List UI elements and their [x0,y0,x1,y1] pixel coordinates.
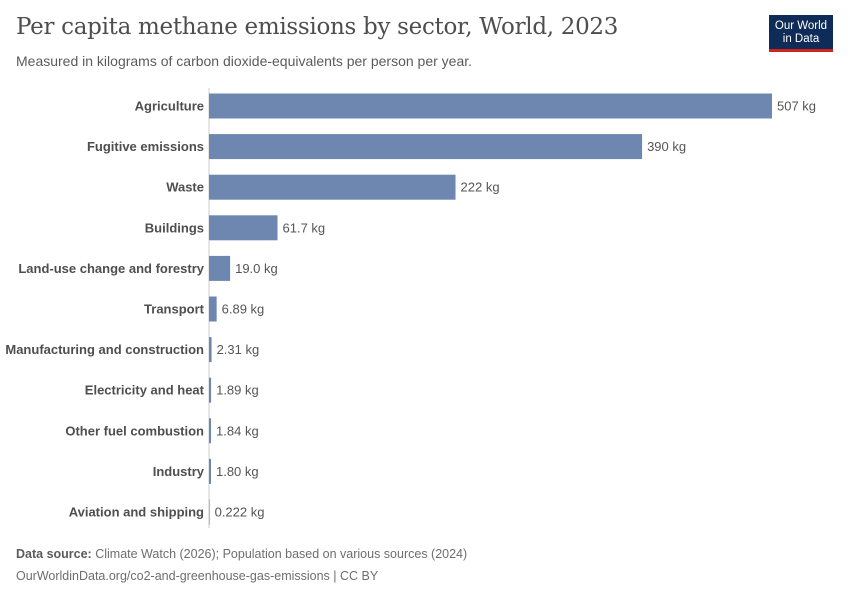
bar[interactable] [209,93,772,119]
source-url[interactable]: OurWorldinData.org/co2-and-greenhouse-ga… [16,569,379,583]
category-label: Land-use change and forestry [18,261,204,276]
bar[interactable] [209,296,217,322]
data-label: 222 kg [461,180,500,195]
data-label: 2.31 kg [217,342,260,357]
category-label: Buildings [145,220,204,235]
chart-subtitle: Measured in kilograms of carbon dioxide-… [16,53,473,69]
data-label: 1.84 kg [216,423,259,438]
bar[interactable] [209,499,210,525]
bar[interactable] [209,215,278,241]
data-source: Data source: Climate Watch (2026); Popul… [16,547,467,561]
category-label: Agriculture [135,99,204,114]
bar[interactable] [209,418,212,444]
data-label: 6.89 kg [222,302,265,317]
data-label: 1.89 kg [216,383,259,398]
category-label: Other fuel combustion [65,423,204,438]
data-label: 0.222 kg [215,505,265,520]
data-label: 61.7 kg [283,220,326,235]
logo-line1: Our World [774,20,828,32]
owid-logo[interactable]: Our World in Data [769,15,833,52]
bar[interactable] [209,174,456,200]
bar[interactable] [209,377,212,403]
category-label: Fugitive emissions [87,139,204,154]
category-label: Transport [144,302,205,317]
data-label: 1.80 kg [216,464,259,479]
bar[interactable] [209,337,212,363]
bar[interactable] [209,134,643,160]
category-label: Manufacturing and construction [5,342,204,357]
bar[interactable] [209,255,231,281]
category-label: Electricity and heat [85,383,205,398]
data-label: 390 kg [647,139,686,154]
logo-line2: in Data [782,33,820,45]
data-label: 507 kg [777,99,816,114]
category-label: Industry [153,464,205,479]
category-label: Aviation and shipping [69,505,204,520]
bar[interactable] [209,458,211,484]
source-label: Data source: [16,547,92,561]
source-text[interactable]: Climate Watch (2026); Population based o… [95,547,468,561]
chart-title: Per capita methane emissions by sector, … [16,14,619,40]
data-label: 19.0 kg [235,261,278,276]
category-label: Waste [166,180,204,195]
